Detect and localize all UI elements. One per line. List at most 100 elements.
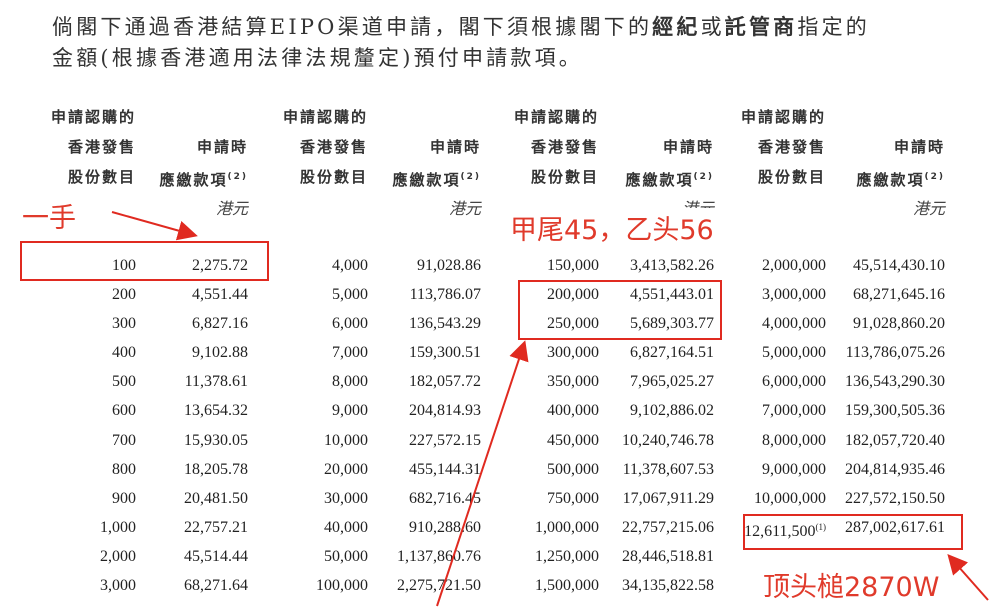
shares-cell: 100,000 (316, 571, 368, 600)
intro-line-2: 金額(根據香港適用法律法規釐定)預付申請款項。 (52, 46, 583, 70)
shares-value: 350,000 (547, 373, 599, 391)
header-amount-line: 申請時 (429, 138, 481, 156)
shares-column: 2,000,000 3,000,000 4,000,000 5,000,000 6,00… (744, 251, 826, 542)
shares-value: 50,000 (324, 547, 368, 565)
amount-cell: 4,551,443.01 (630, 286, 714, 304)
custodian-term: 託管商 (724, 15, 798, 39)
intro-paragraph: 倘閣下通過香港結算EIPO渠道申請，閣下須根據閣下的經紀或託管商指定的 金額(根… (52, 12, 952, 74)
header-shares-line: 香港發售 (299, 138, 368, 156)
amount-cell: 159,300.51 (409, 344, 481, 362)
header-shares-line: 股份數目 (530, 168, 599, 186)
header-amount-line: 申請時 (196, 138, 248, 156)
amount-cell: 22,757,215.06 (622, 518, 714, 536)
amount-cell: 4,551.44 (192, 286, 248, 304)
intro-text-end: 指定的 (797, 15, 870, 39)
shares-column: 150,000 200,000 250,000 300,000 350,000 400,0… (535, 251, 599, 600)
shares-cell: 200 (100, 280, 136, 309)
shares-column: 4,000 5,000 6,000 7,000 8,000 9,000 10,000 20,0… (316, 251, 368, 600)
shares-value: 7,000 (332, 344, 368, 362)
header-shares-line: 申請認購的 (282, 108, 368, 126)
shares-cell: 400,000 (535, 396, 599, 425)
shares-value: 9,000,000 (762, 460, 826, 478)
shares-cell: 30,000 (316, 484, 368, 513)
amount-cell: 182,057,720.40 (845, 431, 945, 449)
shares-cell: 40,000 (316, 513, 368, 542)
amount-cell: 682,716.45 (409, 489, 481, 507)
header-shares-line: 股份數目 (67, 168, 136, 186)
amount-cell: 113,786,075.26 (845, 344, 945, 362)
amount-cell: 227,572,150.50 (845, 489, 945, 507)
amount-cell: 6,827.16 (192, 315, 248, 333)
shares-value: 700 (112, 431, 136, 449)
amount-cell: 227,572.15 (409, 431, 481, 449)
amount-cell: 204,814.93 (409, 402, 481, 420)
shares-cell: 10,000 (316, 426, 368, 455)
shares-value: 7,000,000 (762, 402, 826, 420)
header-shares-line: 股份數目 (757, 168, 826, 186)
amount-cell: 136,543.29 (409, 315, 481, 333)
shares-value: 8,000 (332, 373, 368, 391)
shares-value: 5,000 (332, 286, 368, 304)
shares-value: 4,000 (332, 257, 368, 274)
amount-cell: 28,446,518.81 (622, 547, 714, 565)
amount-cell: 68,271,645.16 (853, 286, 945, 304)
amount-cell: 5,689,303.77 (630, 315, 714, 333)
arrow-one-lot (111, 211, 198, 241)
shares-cell: 100 (100, 251, 136, 280)
header-amount-text: 應繳款項 (625, 171, 694, 189)
amount-cell: 910,288.60 (409, 518, 481, 536)
amount-cell: 20,481.50 (184, 489, 248, 507)
shares-value: 750,000 (547, 489, 599, 507)
amount-cell: 45,514.44 (184, 547, 248, 565)
shares-value: 400,000 (547, 402, 599, 420)
intro-line-1: 倘閣下通過香港結算EIPO渠道申請，閣下須根據閣下的經紀或託管商指定的 (52, 12, 952, 43)
unit-hkd: 港元 (912, 199, 945, 218)
shares-cell: 9,000,000 (744, 455, 826, 484)
header-shares-line: 股份數目 (299, 168, 368, 186)
header-amount-text: 應繳款項 (856, 171, 925, 189)
shares-cell: 2,000,000 (744, 251, 826, 280)
shares-cell: 2,000 (100, 542, 136, 571)
header-note: (2) (693, 172, 714, 182)
amount-cell: 9,102,886.02 (630, 402, 714, 420)
shares-value: 12,611,500 (744, 522, 816, 540)
header-amount-line: 申請時 (662, 138, 714, 156)
shares-value: 10,000 (324, 431, 368, 449)
shares-cell: 7,000 (316, 338, 368, 367)
header-shares-line: 申請認購的 (740, 108, 826, 126)
annotation-tail-head: 甲尾45，乙头56 (510, 208, 714, 247)
shares-cell: 350,000 (535, 367, 599, 396)
amount-cell: 18,205.78 (184, 460, 248, 478)
header-amount-line: 申請時 (893, 138, 945, 156)
shares-cell: 3,000,000 (744, 280, 826, 309)
shares-value: 2,000 (100, 547, 136, 565)
shares-value: 900 (112, 489, 136, 507)
shares-value: 1,000,000 (535, 518, 599, 536)
amount-cell: 6,827,164.51 (630, 344, 714, 362)
header-amount-line: 應繳款項(2) (392, 162, 481, 195)
amount-cell: 9,102.88 (192, 344, 248, 362)
amount-cell: 45,514,430.10 (853, 257, 945, 274)
shares-cell: 9,000 (316, 396, 368, 425)
shares-value: 800 (112, 460, 136, 478)
shares-value: 500,000 (547, 460, 599, 478)
shares-cell: 8,000 (316, 367, 368, 396)
amount-cell: 113,786.07 (409, 286, 481, 304)
shares-cell: 6,000,000 (744, 367, 826, 396)
shares-cell: 8,000,000 (744, 426, 826, 455)
amount-cell: 3,413,582.26 (630, 257, 714, 274)
header-amount-line: 應繳款項(2) (159, 162, 248, 195)
shares-cell: 750,000 (535, 484, 599, 513)
amount-cell: 204,814,935.46 (845, 460, 945, 478)
one-lot-box (20, 241, 269, 281)
shares-value: 5,000,000 (762, 344, 826, 362)
shares-value: 6,000 (332, 315, 368, 333)
header-shares-line: 香港發售 (530, 138, 599, 156)
amount-column: 91,028.86 113,786.07 136,543.29 159,300.51 1… (397, 251, 481, 600)
shares-cell: 1,500,000 (535, 571, 599, 600)
unit-hkd: 港元 (448, 199, 481, 218)
shares-cell: 250,000 (535, 309, 599, 338)
shares-cell: 4,000,000 (744, 309, 826, 338)
shares-cell: 500,000 (535, 455, 599, 484)
